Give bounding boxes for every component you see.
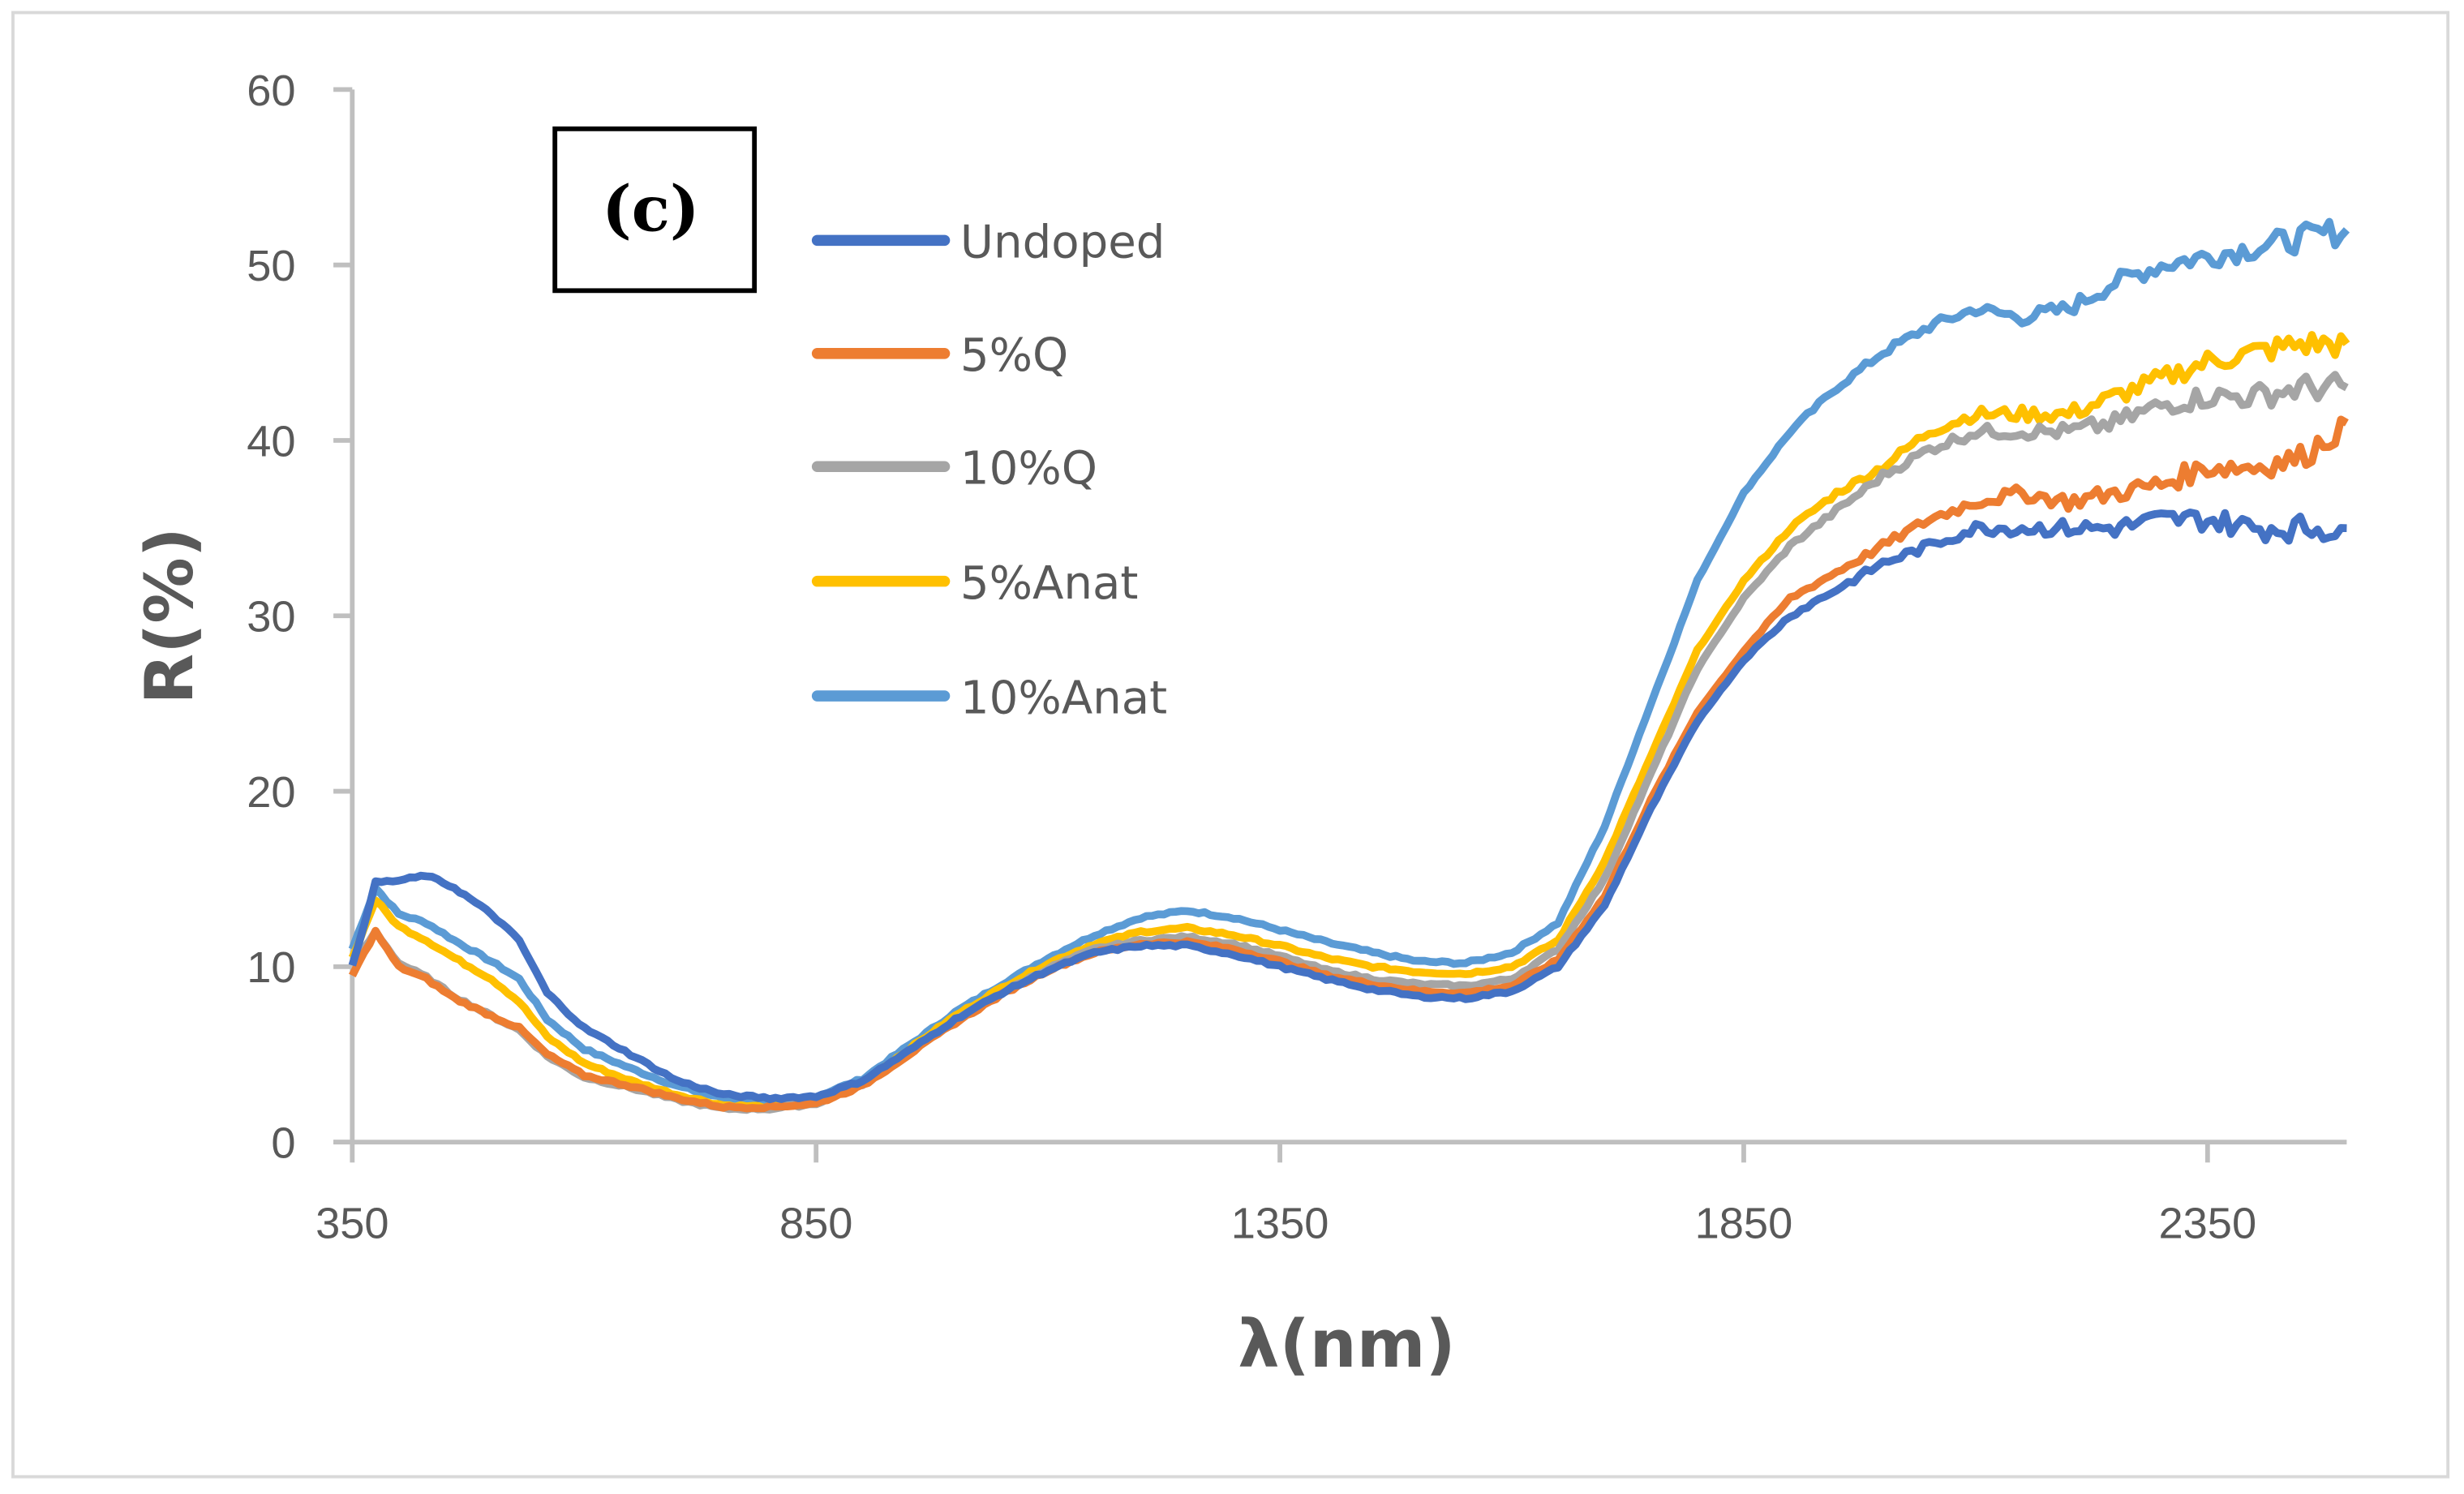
y-tick-label: 20 — [247, 768, 295, 817]
legend-item: 5%Anat — [811, 557, 1139, 610]
series-line-10pctanat — [348, 217, 2350, 1105]
series-line-undoped — [348, 508, 2347, 1104]
panel-label-box — [552, 126, 758, 294]
y-tick-label: 40 — [247, 417, 295, 466]
legend-item: 10%Q — [811, 443, 1097, 496]
x-tick-label: 350 — [316, 1199, 388, 1247]
x-tick-label: 2350 — [2159, 1199, 2257, 1247]
legend-label: 5%Q — [960, 329, 1068, 382]
y-tick-label: 30 — [247, 593, 295, 642]
legend-label: 5%Anat — [960, 557, 1139, 610]
y-tick-label: 10 — [247, 943, 295, 992]
y-axis-label: R(%) — [131, 527, 208, 705]
y-tick-label: 50 — [247, 242, 295, 290]
legend-item: 10%Anat — [811, 672, 1167, 724]
x-tick-label: 1850 — [1695, 1199, 1793, 1247]
legend-label: 10%Q — [960, 443, 1097, 496]
legend-label: Undoped — [960, 217, 1165, 269]
x-tick-label: 1350 — [1231, 1199, 1329, 1247]
panel-label: (c) — [602, 173, 699, 247]
tick-labels: 0 10 20 30 40 50 60 350 850 1350 1850 2350 — [247, 67, 2256, 1248]
legend: Undoped 5%Q 10%Q 5%Anat 10%Anat — [811, 217, 1167, 724]
x-axis-label: λ(nm) — [1238, 1306, 1456, 1383]
figure-border — [11, 11, 2450, 1479]
y-tick-label: 0 — [271, 1119, 295, 1168]
y-tick-label: 60 — [247, 67, 295, 115]
series-lines — [348, 217, 2350, 1114]
legend-item: 5%Q — [811, 329, 1068, 382]
axes — [333, 87, 2347, 1163]
x-tick-label: 850 — [779, 1199, 852, 1247]
legend-item: Undoped — [811, 217, 1165, 269]
legend-label: 10%Anat — [960, 672, 1167, 724]
